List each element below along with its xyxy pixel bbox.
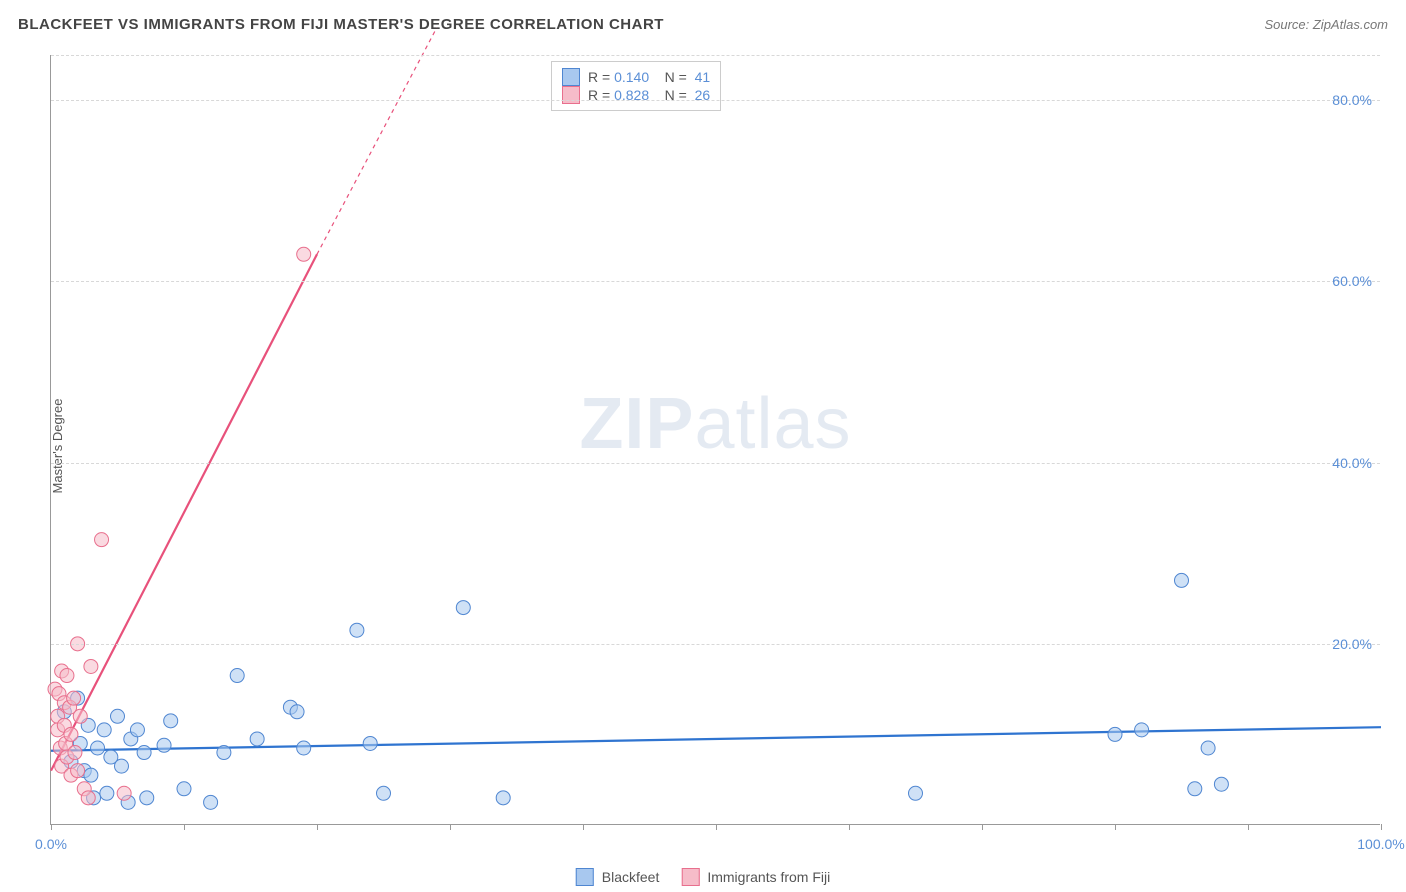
data-point	[130, 723, 144, 737]
data-point	[91, 741, 105, 755]
x-tick	[450, 824, 451, 830]
data-point	[81, 791, 95, 805]
x-tick-label: 100.0%	[1357, 836, 1404, 852]
data-point	[230, 669, 244, 683]
gridline	[51, 55, 1380, 56]
data-point	[297, 741, 311, 755]
x-tick	[716, 824, 717, 830]
data-point	[297, 247, 311, 261]
chart-title: BLACKFEET VS IMMIGRANTS FROM FIJI MASTER…	[18, 16, 664, 33]
data-point	[217, 746, 231, 760]
legend-swatch	[562, 86, 580, 104]
data-point	[496, 791, 510, 805]
legend-swatch	[576, 868, 594, 886]
data-point	[1135, 723, 1149, 737]
gridline	[51, 100, 1380, 101]
data-point	[164, 714, 178, 728]
y-tick-label: 40.0%	[1332, 455, 1372, 471]
data-point	[84, 768, 98, 782]
data-point	[114, 759, 128, 773]
data-point	[95, 533, 109, 547]
x-tick	[317, 824, 318, 830]
data-point	[67, 691, 81, 705]
x-tick	[583, 824, 584, 830]
data-point	[1201, 741, 1215, 755]
gridline	[51, 281, 1380, 282]
data-point	[1188, 782, 1202, 796]
data-point	[1175, 573, 1189, 587]
gridline	[51, 463, 1380, 464]
y-tick-label: 20.0%	[1332, 636, 1372, 652]
data-point	[350, 623, 364, 637]
trend-line	[51, 254, 317, 770]
data-point	[71, 764, 85, 778]
x-tick	[1248, 824, 1249, 830]
data-point	[157, 738, 171, 752]
stats-legend-row: R = 0.140 N = 41	[562, 68, 710, 86]
data-point	[250, 732, 264, 746]
chart-source: Source: ZipAtlas.com	[1264, 17, 1388, 32]
plot-svg-overlay	[51, 55, 1380, 824]
data-point	[177, 782, 191, 796]
x-tick	[982, 824, 983, 830]
data-point	[1108, 727, 1122, 741]
data-point	[84, 659, 98, 673]
stats-legend-box: R = 0.140 N = 41R = 0.828 N = 26	[551, 61, 721, 111]
legend-swatch	[681, 868, 699, 886]
scatter-plot-area: ZIPatlas R = 0.140 N = 41R = 0.828 N = 2…	[50, 55, 1380, 825]
data-point	[73, 709, 87, 723]
data-point	[909, 786, 923, 800]
x-tick-label: 0.0%	[35, 836, 67, 852]
legend-swatch	[562, 68, 580, 86]
stats-legend-text: R = 0.140 N = 41	[588, 69, 710, 85]
data-point	[140, 791, 154, 805]
data-point	[290, 705, 304, 719]
data-point	[68, 746, 82, 760]
data-point	[377, 786, 391, 800]
gridline	[51, 644, 1380, 645]
stats-legend-row: R = 0.828 N = 26	[562, 86, 710, 104]
x-tick	[1115, 824, 1116, 830]
x-tick	[184, 824, 185, 830]
data-point	[111, 709, 125, 723]
bottom-legend-item: Blackfeet	[576, 868, 660, 886]
data-point	[60, 669, 74, 683]
data-point	[100, 786, 114, 800]
data-point	[97, 723, 111, 737]
chart-header: BLACKFEET VS IMMIGRANTS FROM FIJI MASTER…	[0, 0, 1406, 48]
x-tick	[51, 824, 52, 830]
data-point	[1214, 777, 1228, 791]
bottom-legend-item: Immigrants from Fiji	[681, 868, 830, 886]
data-point	[456, 601, 470, 615]
data-point	[117, 786, 131, 800]
trend-line-extension	[317, 28, 437, 254]
data-point	[137, 746, 151, 760]
bottom-legend: Blackfeet Immigrants from Fiji	[576, 868, 831, 886]
x-tick	[849, 824, 850, 830]
x-tick	[1381, 824, 1382, 830]
y-tick-label: 80.0%	[1332, 92, 1372, 108]
bottom-legend-label: Blackfeet	[602, 869, 660, 885]
data-point	[363, 736, 377, 750]
y-tick-label: 60.0%	[1332, 273, 1372, 289]
data-point	[64, 727, 78, 741]
bottom-legend-label: Immigrants from Fiji	[707, 869, 830, 885]
data-point	[204, 795, 218, 809]
